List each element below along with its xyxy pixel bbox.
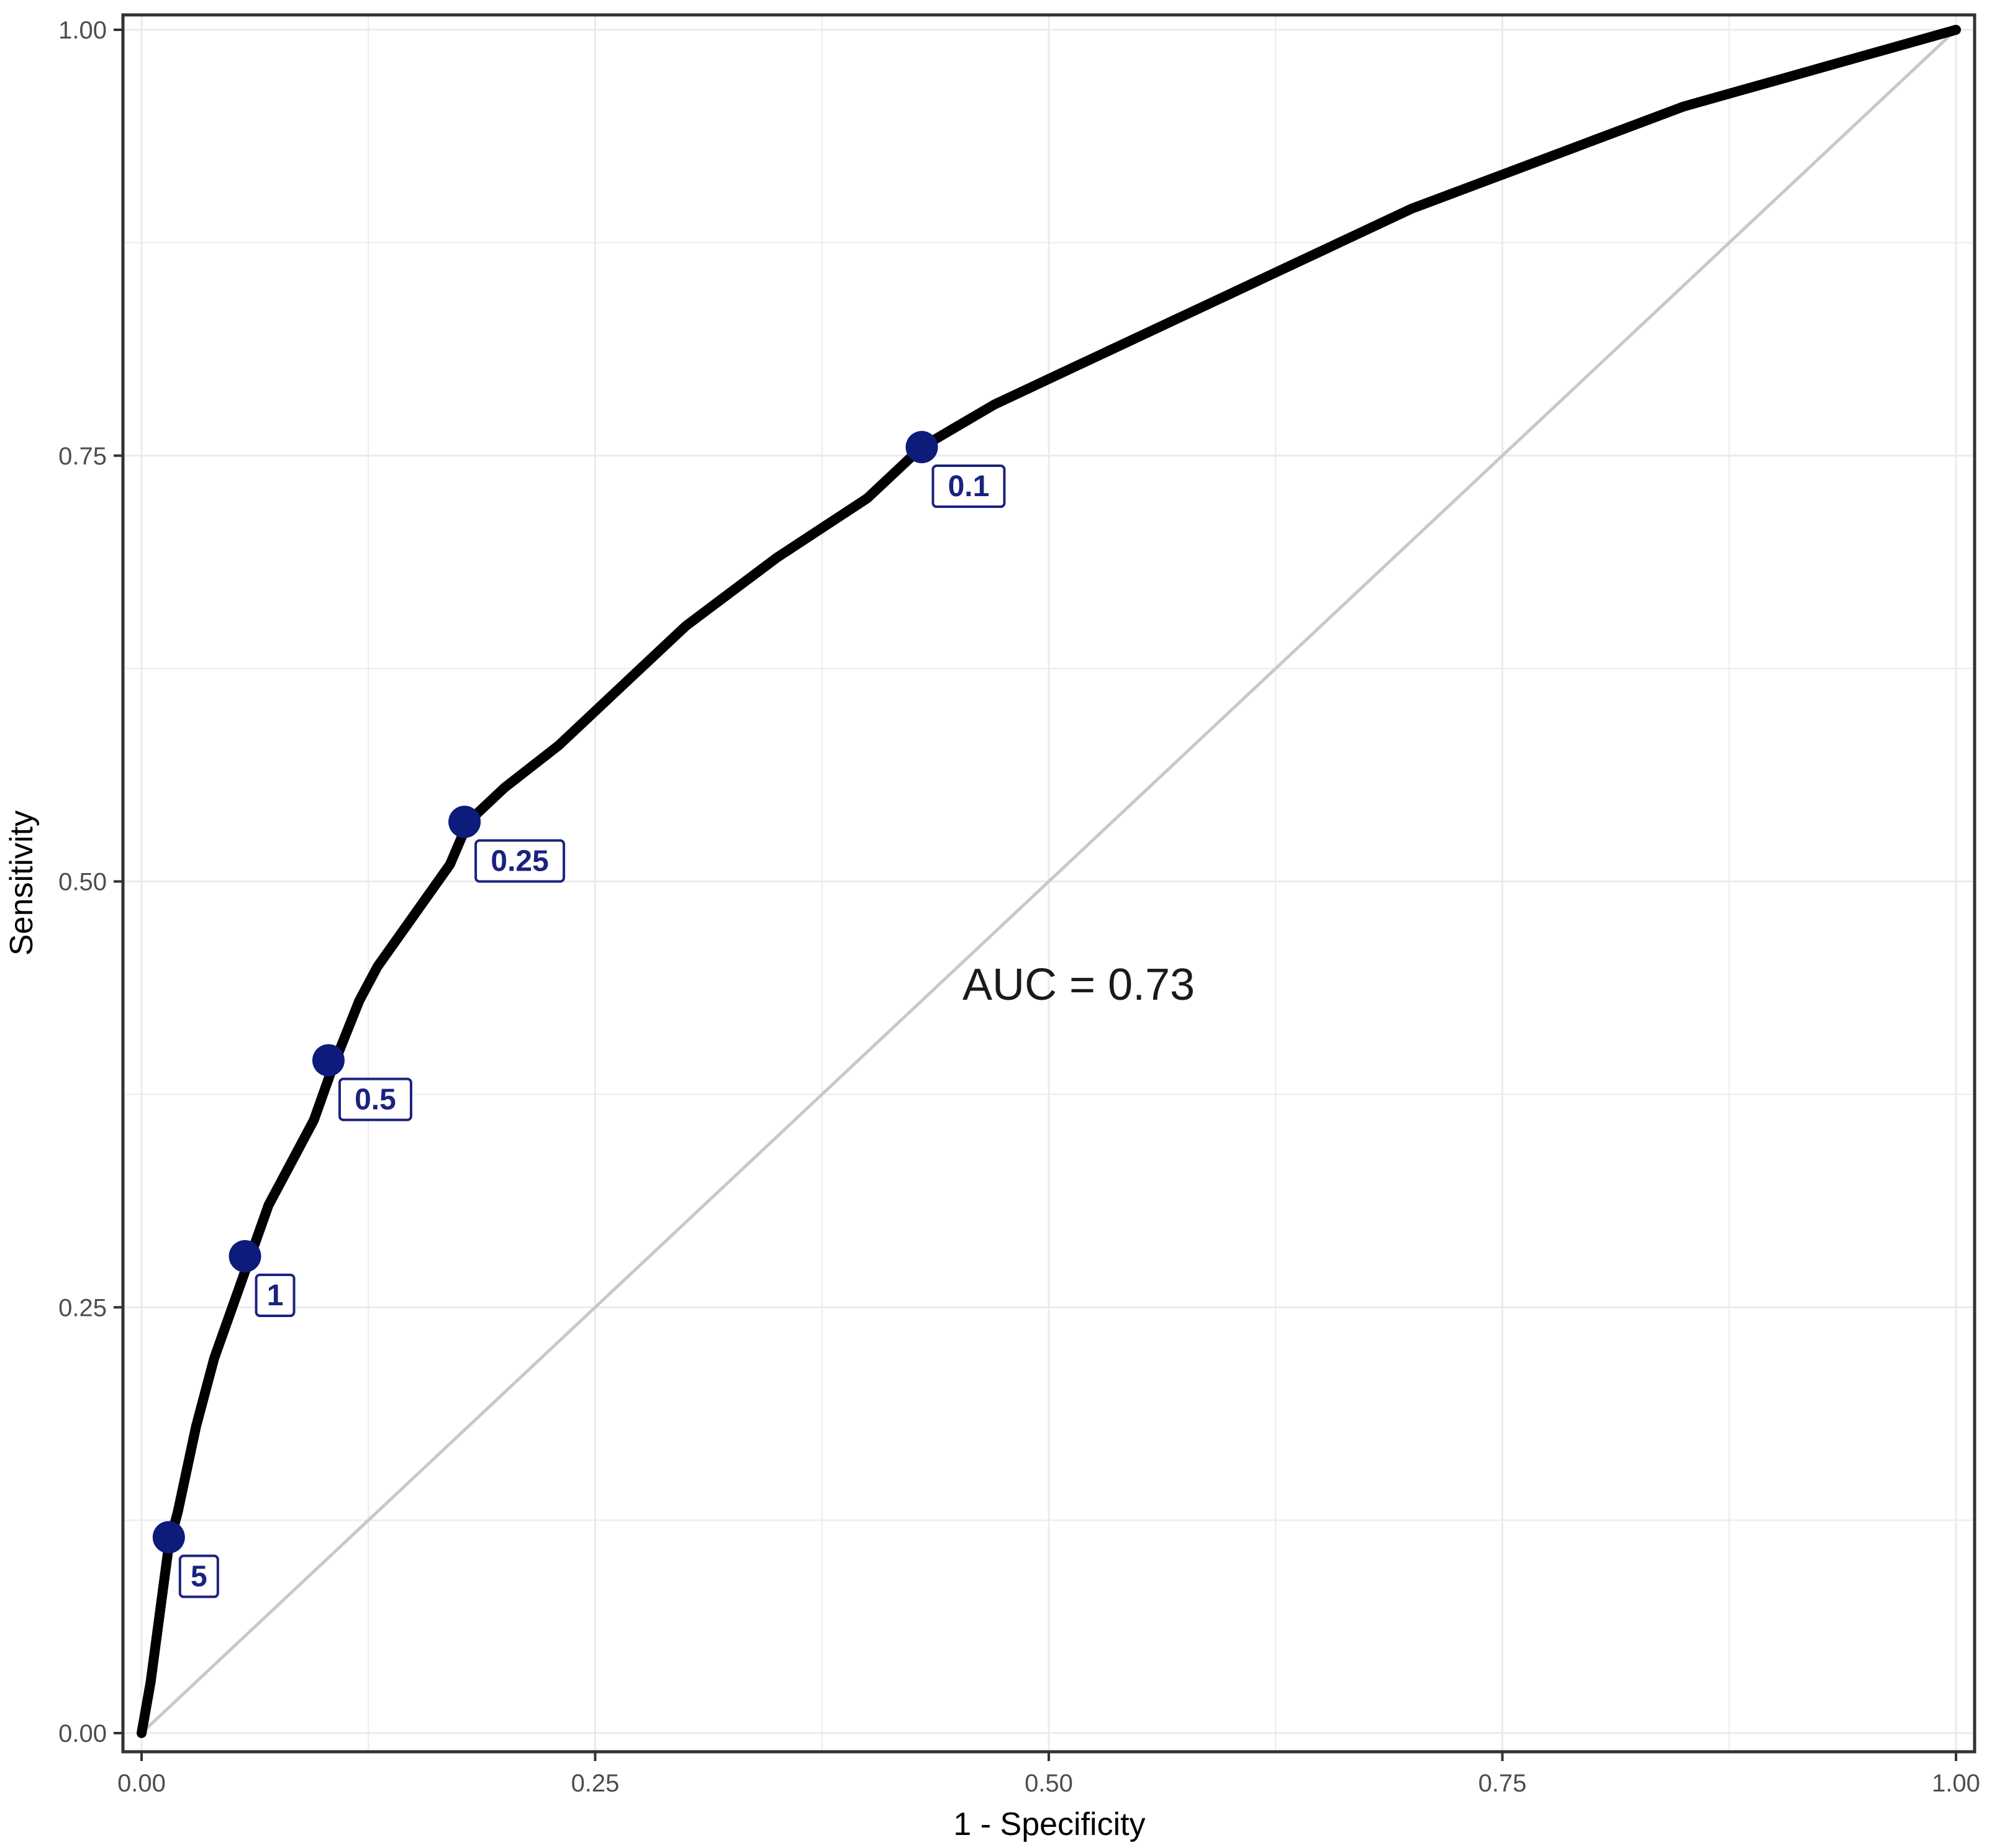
threshold-point: [312, 1044, 345, 1077]
y-tick-label: 0.75: [58, 443, 107, 470]
threshold-label-box: [178, 1554, 219, 1598]
threshold-point: [229, 1239, 261, 1272]
threshold-point: [448, 805, 481, 838]
y-tick-label: 0.50: [58, 869, 107, 896]
diagonal-line: [140, 29, 1957, 1734]
y-tick-label: 0.00: [58, 1720, 107, 1747]
threshold-label-box: [931, 464, 1006, 509]
threshold-label: 1: [267, 1279, 284, 1312]
roc-curve: [137, 25, 1961, 1738]
x-tick-label: 0.00: [117, 1770, 166, 1797]
y-axis-title: Sensitivity: [4, 810, 40, 956]
threshold-markers: 5 1 0.5 0.25 0.1: [152, 431, 1006, 1598]
y-tick-label: 0.25: [58, 1294, 107, 1321]
roc-curve-line: [137, 25, 1961, 1738]
x-axis-ticks: 0.00 0.25 0.50 0.75 1.00: [117, 1752, 1980, 1797]
threshold-label: 5: [191, 1560, 207, 1593]
threshold-point: [152, 1521, 185, 1554]
threshold-label-box: [474, 839, 566, 883]
x-tick-label: 0.25: [571, 1770, 620, 1797]
auc-annotation: AUC = 0.73: [962, 960, 1195, 1010]
threshold-label: 0.1: [948, 470, 990, 503]
x-tick-label: 1.00: [1932, 1770, 1980, 1797]
reference-diagonal: [140, 29, 1957, 1734]
x-axis-title: 1 - Specificity: [953, 1806, 1145, 1842]
threshold-point: [905, 431, 938, 464]
y-tick-label: 1.00: [58, 17, 107, 44]
threshold-label-box: [338, 1077, 412, 1121]
threshold-label: 0.5: [355, 1084, 396, 1116]
y-axis-ticks: 0.00 0.25 0.50 0.75 1.00: [58, 17, 123, 1747]
threshold-label-box: [255, 1273, 296, 1317]
x-tick-label: 0.75: [1478, 1770, 1527, 1797]
x-tick-label: 0.50: [1025, 1770, 1073, 1797]
threshold-label: 0.25: [491, 845, 548, 877]
